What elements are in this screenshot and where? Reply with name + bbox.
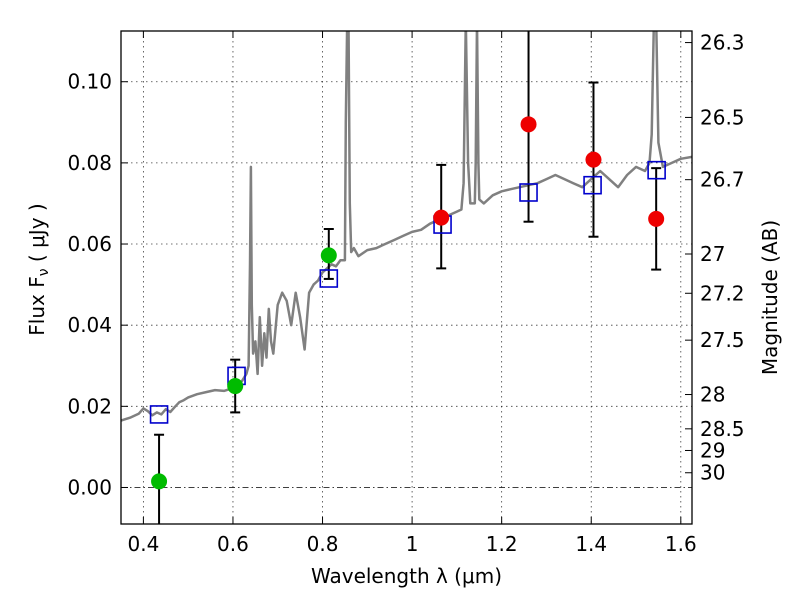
- y2-tick-label: 27.5: [700, 328, 745, 352]
- y-axis-title-unit: ( μJy ): [25, 203, 49, 268]
- detection-point: [648, 210, 665, 227]
- y2-tick-label: 29: [700, 438, 725, 462]
- errorbars: [154, 31, 662, 524]
- y-tick-label: 0.06: [67, 232, 112, 256]
- y2-tick-label: 27.2: [700, 281, 745, 305]
- y2-tick-label: 30: [700, 461, 725, 485]
- x-axis: 0.4 0.6 0.8 1 1.2 1.4 1.6: [127, 31, 697, 556]
- y-tick-label: 0.08: [67, 151, 112, 175]
- x-tick-label: 1.2: [486, 532, 518, 556]
- detection-point: [151, 473, 168, 490]
- y2-tick-label: 26.7: [700, 168, 745, 192]
- y-tick-label: 0.00: [67, 475, 112, 499]
- detection-point: [585, 151, 602, 168]
- x-tick-label: 1: [406, 532, 419, 556]
- detection-point: [320, 247, 337, 264]
- x-tick-label: 0.8: [307, 532, 339, 556]
- y2-tick-label: 26.3: [700, 31, 745, 55]
- y2-tick-label: 28: [700, 383, 725, 407]
- model-point-box: [583, 175, 602, 195]
- y-axis-title-subscript: ν: [36, 268, 52, 276]
- model-spectrum-line: [121, 31, 692, 422]
- detection-point: [520, 116, 537, 133]
- x-tick-label: 1.6: [665, 532, 697, 556]
- y2-tick-label: 28.5: [700, 417, 745, 441]
- y2-tick-label: 27: [700, 242, 725, 266]
- y-tick-label: 0.04: [67, 313, 112, 337]
- y-tick-label: 0.02: [67, 394, 112, 418]
- model-point-box: [149, 405, 169, 424]
- plot-frame: [120, 30, 693, 525]
- x-tick-label: 1.4: [575, 532, 607, 556]
- x-tick-label: 0.6: [217, 532, 249, 556]
- y-tick-label: 0.10: [67, 70, 112, 94]
- x-tick-label: 0.4: [127, 532, 159, 556]
- y2-axis-title: Magnitude (AB): [758, 220, 782, 375]
- model-point-box: [519, 183, 538, 202]
- y-axis: 0.00 0.02 0.04 0.06 0.08 0.10: [67, 70, 128, 499]
- detection-point: [433, 209, 450, 226]
- y-axis-title: Flux Fν ( μJy ): [25, 203, 52, 335]
- y-axis-title-main: Flux F: [25, 276, 49, 335]
- detection-point: [227, 378, 244, 395]
- x-axis-title: Wavelength λ (μm): [311, 564, 502, 588]
- y2-tick-label: 26.5: [700, 105, 745, 129]
- grid: [121, 31, 692, 524]
- model-point-box: [319, 269, 339, 288]
- detection-points: [151, 116, 665, 490]
- model-point-box: [647, 160, 666, 180]
